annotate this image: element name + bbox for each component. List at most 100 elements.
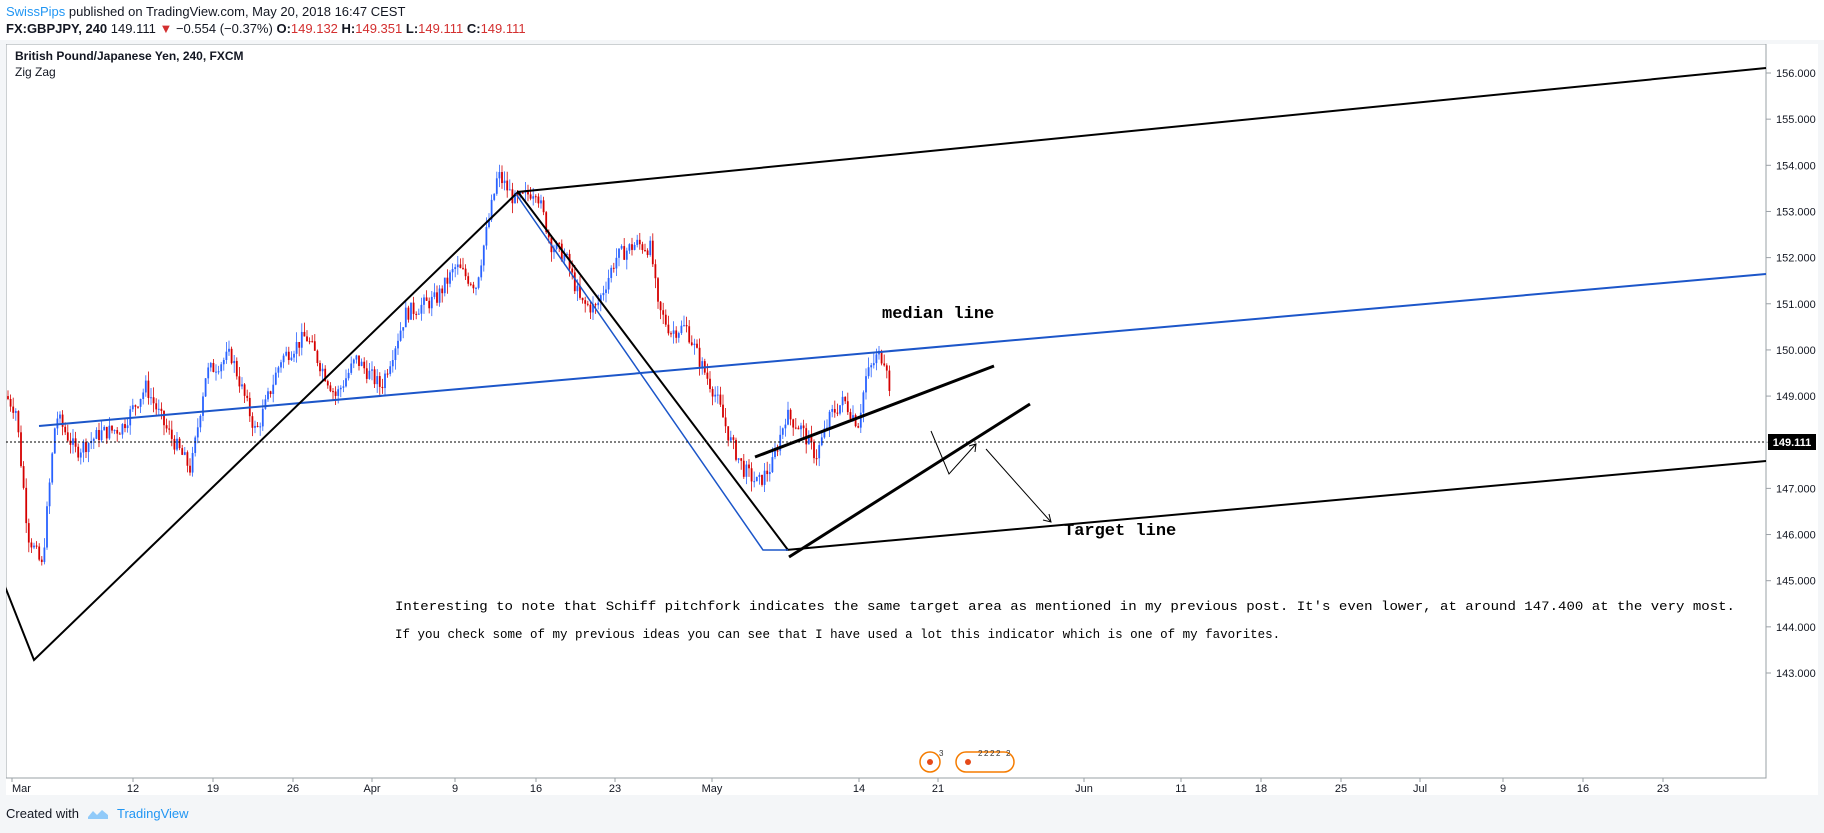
candle-body (571, 268, 574, 273)
candle-body (836, 412, 839, 414)
candle-body (355, 355, 358, 360)
time-tick-label: 23 (1657, 783, 1669, 795)
candle-body (272, 384, 275, 395)
time-tick-label: 16 (530, 783, 542, 795)
candle-body (131, 405, 134, 410)
median-line-label[interactable]: median line (882, 305, 994, 324)
candle-body (196, 427, 199, 438)
candle-body (607, 277, 610, 290)
candle-body (25, 487, 28, 524)
median-line[interactable] (38, 273, 1767, 427)
low-label: L: (405, 21, 419, 36)
candle-body (87, 443, 90, 453)
candle-body (178, 438, 181, 449)
zigzag-line[interactable] (6, 190, 789, 662)
projection-path[interactable] (930, 430, 977, 475)
candle-body (529, 194, 532, 199)
candle-body (251, 416, 254, 428)
candle-body (134, 405, 137, 407)
candle-body (714, 394, 717, 397)
candle-body (644, 250, 646, 252)
time-tick-label: 21 (932, 783, 944, 795)
candle-body (163, 410, 165, 426)
pitchfork-upper-line[interactable] (516, 67, 1767, 193)
price-axis[interactable]: 156.000 155.000 154.000 153.000 152.000 151.0… (1766, 68, 1816, 680)
candle-body (124, 424, 126, 429)
candle-body (628, 244, 631, 251)
candle-body (7, 396, 9, 400)
candle-body (61, 414, 64, 427)
candle-body (839, 405, 841, 414)
candle-body (532, 196, 535, 199)
candle-body (118, 433, 121, 435)
candle-body (319, 362, 321, 372)
candle-body (828, 411, 831, 428)
indicator-label[interactable]: Zig Zag (15, 65, 56, 79)
candle-body (615, 257, 618, 269)
candle-body (404, 307, 407, 328)
chart-area[interactable]: 156.000 155.000 154.000 153.000 152.000 151.0… (6, 44, 1818, 795)
candle-body (464, 268, 467, 277)
pitchfork-lower-line[interactable] (785, 460, 1767, 551)
candle-body (501, 172, 503, 184)
pitchfork-handle-line[interactable] (515, 193, 788, 551)
price-tick-label: 156.000 (1776, 68, 1816, 80)
high-value: 149.351 (355, 21, 403, 36)
candle-body (880, 350, 883, 364)
candle-body (66, 432, 69, 441)
price-tick-label: 147.000 (1776, 483, 1816, 495)
candle-body (495, 178, 498, 194)
candle-body (636, 239, 639, 245)
candle-body (412, 302, 415, 314)
candle-body (683, 325, 685, 327)
candle-body (841, 396, 844, 406)
candle-body (298, 341, 301, 348)
candle-body (493, 193, 496, 200)
channel-lower-line[interactable] (788, 402, 1031, 559)
event-markers[interactable]: 3 2 2 2 2 2 (919, 749, 1015, 773)
candle-body (521, 192, 524, 194)
candle-body (766, 470, 769, 475)
target-arrow[interactable] (985, 448, 1052, 523)
candle-body (329, 385, 332, 392)
event-icon[interactable] (919, 751, 941, 773)
candle-body (503, 180, 506, 184)
candle-body (326, 381, 329, 386)
author-link[interactable]: SwissPips (6, 4, 66, 19)
candle-body (537, 196, 540, 204)
candle-body (649, 240, 652, 255)
candle-body (696, 343, 698, 348)
candle-body (618, 248, 620, 258)
target-line-label[interactable]: Target line (1064, 522, 1176, 541)
price-tick-label: 145.000 (1776, 576, 1816, 588)
high-label: H: (341, 21, 356, 36)
price-tick-label: 153.000 (1776, 206, 1816, 218)
tradingview-link[interactable]: TradingView (116, 806, 189, 821)
candle-body (381, 386, 384, 389)
publication-line: SwissPips published on TradingView.com, … (6, 4, 405, 19)
last-price: 149.111 (110, 21, 156, 36)
candle-body (274, 372, 277, 385)
candle-body (540, 200, 542, 204)
time-axis[interactable]: Mar 12 19 26 Apr 9 16 23 May 14 21 Jun 11 18 25 Jul 9 16 2… (11, 778, 1669, 795)
candle-body (771, 457, 774, 473)
created-with-label: Created with (6, 806, 79, 821)
note-line-2[interactable]: If you check some of my previous ideas y… (395, 628, 1280, 642)
open-value: 149.132 (290, 21, 338, 36)
candle-body (113, 430, 116, 432)
candle-body (269, 391, 272, 395)
candle-body (646, 250, 649, 255)
note-line-1[interactable]: Interesting to note that Schiff pitchfor… (395, 600, 1735, 614)
candle-body (230, 348, 233, 364)
price-tick-label: 152.000 (1776, 253, 1816, 265)
candle-body (553, 248, 555, 253)
candle-body (152, 397, 155, 404)
event-group-icon[interactable] (955, 751, 1015, 773)
price-chart[interactable]: 156.000 155.000 154.000 153.000 152.000 151.0… (6, 44, 1818, 795)
candle-body (701, 361, 704, 367)
candle-body (722, 404, 724, 418)
candle-body (579, 285, 581, 298)
tradingview-logo-icon[interactable] (87, 808, 109, 820)
candle-body (672, 330, 675, 334)
candle-body (625, 250, 628, 260)
